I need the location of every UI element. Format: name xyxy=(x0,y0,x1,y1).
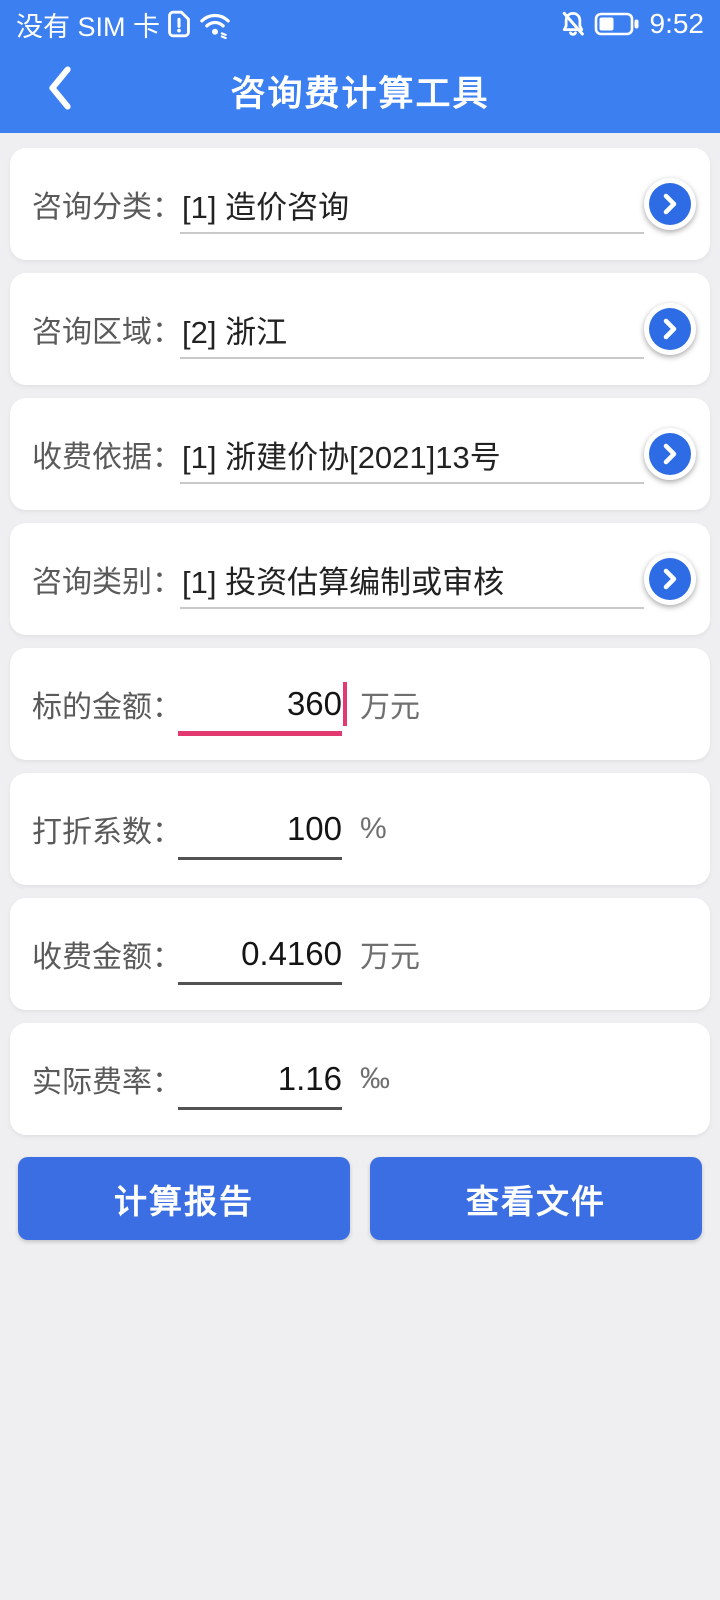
calc-report-button[interactable]: 计算报告 xyxy=(18,1157,350,1240)
bottom-button-row: 计算报告 查看文件 xyxy=(18,1157,702,1240)
field-value[interactable]: [1] 浙建价协[2021]13号 xyxy=(182,439,501,475)
chevron-left-icon xyxy=(45,64,75,117)
field-value[interactable]: [2] 浙江 xyxy=(182,314,288,350)
status-bar: 没有 SIM 卡 xyxy=(0,0,720,48)
field-value[interactable]: [1] 造价咨询 xyxy=(182,189,350,225)
fee-basis-picker-button[interactable] xyxy=(644,428,696,480)
chevron-right-icon xyxy=(649,558,691,600)
sim-alert-icon xyxy=(166,9,192,39)
wifi-icon xyxy=(198,9,232,39)
chevron-right-icon xyxy=(649,433,691,475)
field-target-amount: 标的金额： 360 万元 xyxy=(10,648,710,760)
battery-icon xyxy=(594,11,640,37)
no-sim-text: 没有 SIM 卡 xyxy=(16,11,161,42)
field-discount-factor: 打折系数： 100 % xyxy=(10,773,710,885)
field-consult-category: 咨询分类： [1] 造价咨询 xyxy=(10,148,710,260)
page-title: 咨询费计算工具 xyxy=(230,74,490,113)
field-fee-basis: 收费依据： [1] 浙建价协[2021]13号 xyxy=(10,398,710,510)
app-header: 咨询费计算工具 xyxy=(0,48,720,133)
top-app-bar: 没有 SIM 卡 xyxy=(0,0,720,133)
field-label: 咨询区域： xyxy=(32,316,180,349)
unit-suffix: ‰ xyxy=(360,1062,390,1095)
output-underline xyxy=(178,1107,342,1110)
clock-text: 9:52 xyxy=(649,8,705,39)
field-label: 收费金额： xyxy=(32,941,180,974)
field-label: 标的金额： xyxy=(32,691,180,724)
field-label: 实际费率： xyxy=(32,1066,180,1099)
field-underline xyxy=(180,482,644,484)
fee-amount-output: 0.4160 xyxy=(241,935,342,972)
field-actual-rate: 实际费率： 1.16 ‰ xyxy=(10,1023,710,1135)
chevron-right-icon xyxy=(649,183,691,225)
unit-suffix: % xyxy=(360,812,387,845)
field-label: 打折系数： xyxy=(32,816,180,849)
input-underline xyxy=(178,857,342,860)
form-content: 咨询分类： [1] 造价咨询 咨询区域： [2] 浙江 xyxy=(0,133,720,1240)
field-consult-type: 咨询类别： [1] 投资估算编制或审核 xyxy=(10,523,710,635)
field-fee-amount: 收费金额： 0.4160 万元 xyxy=(10,898,710,1010)
field-underline xyxy=(180,607,644,609)
field-consult-region: 咨询区域： [2] 浙江 xyxy=(10,273,710,385)
focused-input-underline xyxy=(178,731,342,736)
discount-factor-input[interactable]: 100 xyxy=(286,810,342,847)
field-label: 咨询类别： xyxy=(32,566,180,599)
chevron-right-icon xyxy=(649,308,691,350)
text-cursor xyxy=(343,682,347,726)
actual-rate-output: 1.16 xyxy=(277,1060,342,1097)
unit-suffix: 万元 xyxy=(360,941,420,974)
target-amount-input[interactable]: 360 xyxy=(286,685,342,722)
consult-type-picker-button[interactable] xyxy=(644,553,696,605)
field-value[interactable]: [1] 投资估算编制或审核 xyxy=(182,564,505,600)
field-underline xyxy=(180,357,644,359)
consult-category-picker-button[interactable] xyxy=(644,178,696,230)
consult-region-picker-button[interactable] xyxy=(644,303,696,355)
unit-suffix: 万元 xyxy=(360,691,420,724)
field-underline xyxy=(180,232,644,234)
output-underline xyxy=(178,982,342,985)
field-label: 收费依据： xyxy=(32,441,180,474)
view-file-button[interactable]: 查看文件 xyxy=(370,1157,702,1240)
back-button[interactable] xyxy=(30,61,90,121)
bell-muted-icon xyxy=(558,9,588,39)
field-label: 咨询分类： xyxy=(32,191,180,224)
